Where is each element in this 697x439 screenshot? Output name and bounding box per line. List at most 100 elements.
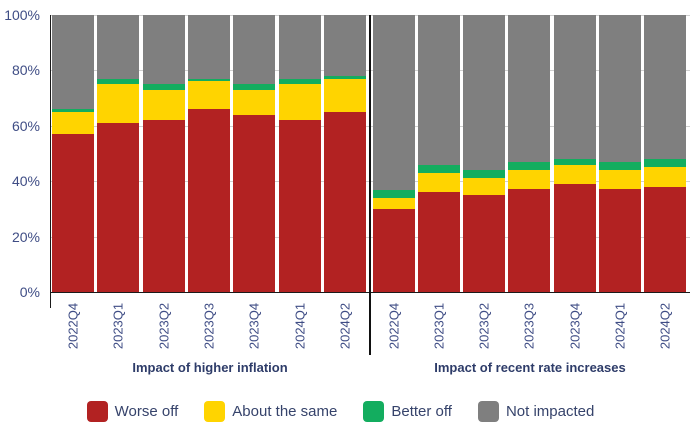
stacked-bar-2024q1 (598, 15, 641, 292)
stacked-bar-2023q2 (142, 15, 185, 292)
y-tick-label-60: 60% (11, 117, 40, 134)
bar-segment-worse-off (52, 134, 94, 292)
bar-segment-worse-off (373, 208, 415, 292)
bar-segment-better-off (142, 84, 185, 90)
bar-segment-about-the-same (233, 89, 276, 115)
y-axis: 100% 80% 60% 40% 20% 0% (0, 0, 45, 439)
bar-segment-worse-off (553, 183, 596, 292)
x-tick-label-2024q2: 2024Q2 (324, 295, 366, 357)
x-tick-label-2024q1: 2024Q1 (599, 295, 641, 357)
x-tick-label-2023q2: 2023Q2 (463, 295, 505, 357)
group-title-inflation: Impact of higher inflation (132, 360, 288, 375)
y-tick-label-0: 0% (19, 284, 40, 300)
x-tick-text: 2024Q1 (612, 302, 628, 350)
stacked-bar-2024q2 (323, 15, 366, 292)
legend-item-not-impacted: Not impacted (477, 401, 595, 422)
x-tick-text: 2023Q2 (476, 302, 492, 350)
stacked-bar-2023q3 (508, 15, 551, 292)
bar-segment-not-impacted (187, 15, 230, 79)
x-tick-text: 2023Q1 (110, 302, 126, 350)
x-tick-label-2024q1: 2024Q1 (279, 295, 321, 357)
x-tick-label-2023q1: 2023Q1 (97, 295, 139, 357)
x-labels-rate-increases: 2022Q4 2023Q1 2023Q2 2023Q3 2023Q4 2024Q1 2024… (370, 295, 690, 357)
x-tick-text: 2023Q3 (521, 302, 537, 350)
x-tick-text: 2023Q4 (246, 302, 262, 350)
bar-segment-better-off (553, 159, 596, 165)
bar-segment-about-the-same (598, 170, 641, 190)
bar-segment-better-off (508, 161, 551, 171)
x-tick-label-2023q3: 2023Q3 (508, 295, 550, 357)
y-tick-label-40: 40% (11, 173, 40, 190)
bar-segment-worse-off (97, 123, 140, 292)
bar-segment-worse-off (142, 120, 185, 292)
legend-swatch-better-off (363, 401, 385, 422)
bar-segment-better-off (52, 109, 94, 112)
x-labels-inflation: 2022Q4 2023Q1 2023Q2 2023Q3 2023Q4 2024Q1 2024… (50, 295, 370, 357)
bar-segment-not-impacted (373, 15, 415, 190)
stacked-bar-2024q1 (278, 15, 321, 292)
legend-label: Not impacted (505, 403, 595, 420)
bar-segment-about-the-same (97, 84, 140, 123)
stacked-bar-2023q4 (553, 15, 596, 292)
bar-segment-about-the-same (418, 172, 461, 193)
bar-segment-worse-off (463, 195, 506, 292)
bar-segment-about-the-same (52, 111, 94, 135)
bar-segment-worse-off (418, 192, 461, 292)
bar-segment-not-impacted (598, 15, 641, 162)
bar-segment-about-the-same (373, 197, 415, 209)
bar-segment-not-impacted (323, 15, 366, 76)
legend-label: Better off (391, 403, 452, 420)
bar-segment-worse-off (323, 111, 366, 292)
bar-segment-worse-off (278, 120, 321, 292)
legend-swatch-not-impacted (477, 401, 499, 422)
bar-group-inflation (50, 15, 370, 292)
legend-item-about-the-same: About the same (204, 401, 337, 422)
x-tick-label-2023q3: 2023Q3 (188, 295, 230, 357)
x-tick-text: 2024Q2 (337, 302, 353, 350)
bar-segment-about-the-same (553, 164, 596, 184)
bar-segment-better-off (418, 164, 461, 173)
bar-segment-not-impacted (142, 15, 185, 85)
bar-segment-worse-off (643, 186, 686, 292)
bar-segment-better-off (233, 84, 276, 90)
group-title-rate-increases: Impact of recent rate increases (434, 360, 626, 375)
bar-segment-not-impacted (508, 15, 551, 162)
y-tick-label-100: 100% (4, 7, 40, 23)
x-tick-text: 2023Q1 (431, 302, 447, 350)
bar-segment-not-impacted (553, 15, 596, 160)
stacked-bar-2022q4 (373, 15, 415, 292)
x-tick-label-2022q4: 2022Q4 (52, 295, 94, 357)
x-tick-label-2023q4: 2023Q4 (233, 295, 275, 357)
bar-segment-about-the-same (463, 178, 506, 196)
plot-area (50, 15, 690, 292)
bar-segment-worse-off (598, 189, 641, 292)
bar-segment-not-impacted (643, 15, 686, 160)
x-tick-label-2023q1: 2023Q1 (418, 295, 460, 357)
stacked-bar-2023q3 (187, 15, 230, 292)
bar-segment-worse-off (187, 109, 230, 292)
bar-segment-not-impacted (233, 15, 276, 85)
bar-segment-worse-off (508, 189, 551, 292)
legend-item-worse-off: Worse off (86, 401, 178, 422)
x-tick-text: 2024Q2 (657, 302, 673, 350)
x-tick-text: 2023Q4 (567, 302, 583, 350)
stacked-bar-2023q2 (463, 15, 506, 292)
bar-segment-better-off (323, 75, 366, 79)
x-tick-text: 2022Q4 (65, 302, 81, 350)
bar-segment-better-off (598, 161, 641, 171)
x-tick-label-2023q2: 2023Q2 (143, 295, 185, 357)
x-tick-text: 2022Q4 (386, 302, 402, 350)
bar-segment-better-off (97, 78, 140, 85)
bar-segment-better-off (373, 189, 415, 198)
x-tick-text: 2023Q3 (201, 302, 217, 350)
legend-item-better-off: Better off (363, 401, 452, 422)
bar-group-rate-increases (370, 15, 690, 292)
bar-segment-worse-off (233, 114, 276, 292)
bar-segment-not-impacted (52, 15, 94, 110)
x-tick-text: 2024Q1 (292, 302, 308, 350)
x-tick-label-2024q2: 2024Q2 (644, 295, 686, 357)
x-tick-text: 2023Q2 (156, 302, 172, 350)
bar-segment-better-off (278, 78, 321, 85)
bar-segment-about-the-same (278, 84, 321, 121)
